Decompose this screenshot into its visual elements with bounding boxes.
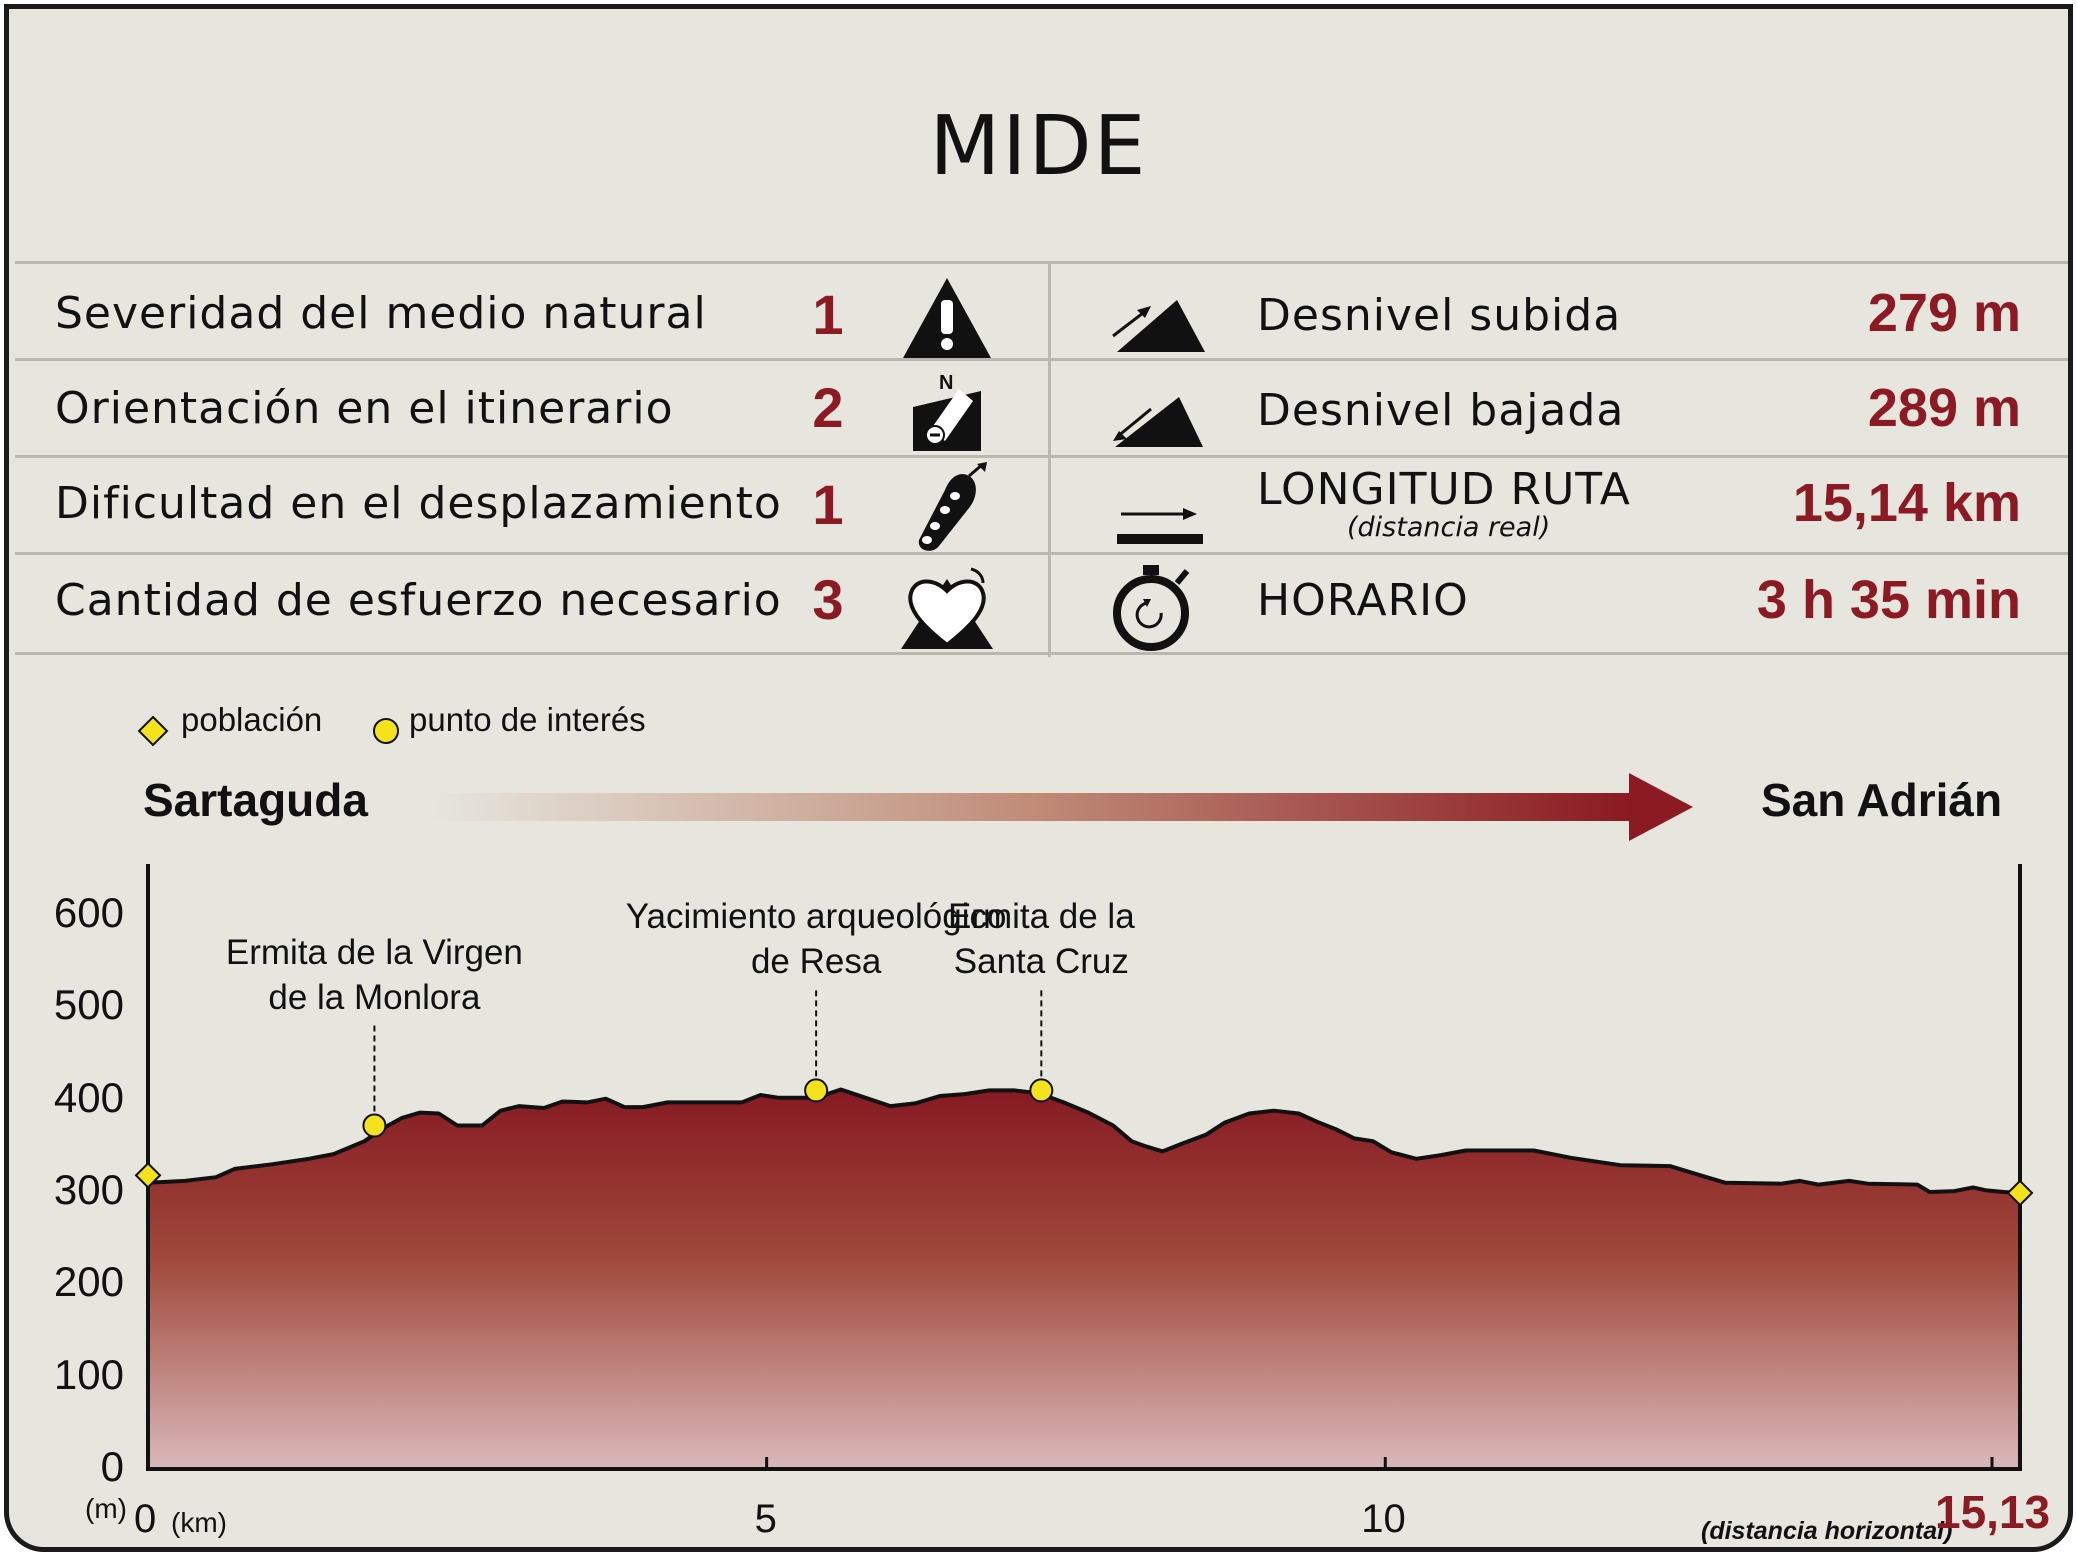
y-tick-label: 400 <box>53 1073 124 1121</box>
x-tick-label: 0 <box>134 1497 157 1541</box>
elevation-profile-chart <box>134 864 2034 1471</box>
stopwatch-icon <box>1113 565 1190 651</box>
end-town-name: San Adrián <box>1761 774 2003 826</box>
table-divider <box>15 358 2068 361</box>
legend-town-label: población <box>181 701 323 738</box>
route-value-time: 3 h 35 min <box>1756 570 2021 630</box>
x-axis-note: (distancia horizontal) <box>1701 1517 1953 1545</box>
orientation-compass-icon: N <box>913 372 981 451</box>
mide-value-severity: 1 <box>812 283 844 346</box>
table-divider <box>15 652 2068 655</box>
table-divider <box>15 455 2068 458</box>
x-tick-label: 5 <box>754 1497 777 1541</box>
y-tick-label: 100 <box>53 1350 124 1398</box>
mide-label-difficulty: Dificultad en el desplazamiento <box>55 478 782 529</box>
route-value-length: 15,14 km <box>1792 473 2021 533</box>
table-row: Severidad del medio natural 1 Desnivel s… <box>15 264 2068 360</box>
mide-label-orientation: Orientación en el itinerario <box>55 383 674 434</box>
elevation-area <box>148 1089 2020 1469</box>
mide-table: Severidad del medio natural 1 Desnivel s… <box>15 261 2068 657</box>
mide-value-effort: 3 <box>812 568 844 631</box>
table-divider <box>15 261 2068 264</box>
poi-marker-icon <box>373 718 399 744</box>
table-row: Cantidad de esfuerzo necesario 3 HORARIO… <box>15 555 2068 651</box>
mide-label-severity: Severidad del medio natural <box>55 288 707 339</box>
route-label-descent: Desnivel bajada <box>1257 385 1625 436</box>
y-axis-unit: (m) <box>85 1493 127 1524</box>
y-tick-label: 500 <box>53 981 124 1029</box>
route-label-ascent: Desnivel subida <box>1257 290 1622 341</box>
table-row: Orientación en el itinerario 2 N Desnive… <box>15 361 2068 457</box>
descent-icon <box>1113 397 1203 447</box>
town-marker <box>2006 1179 2034 1207</box>
route-sublabel-length: (distancia real) <box>1347 512 1551 543</box>
poi-label: Yacimiento arqueológico de Resa <box>625 897 1007 982</box>
poi-marker <box>1029 1078 1054 1103</box>
y-tick-label: 0 <box>100 1443 124 1490</box>
poi-marker <box>362 1113 387 1138</box>
distance-arrow-icon <box>1117 508 1203 544</box>
y-tick-label: 200 <box>53 1258 124 1306</box>
x-axis-end-label: 15,13 <box>1935 1486 2051 1538</box>
footprint-icon <box>918 462 987 551</box>
table-row: Dificultad en el desplazamiento 1 LONGIT… <box>15 458 2068 554</box>
route-label-time: HORARIO <box>1257 575 1469 626</box>
svg-text:N: N <box>939 372 953 394</box>
town-marker <box>134 1161 162 1189</box>
direction-arrow <box>429 773 1693 841</box>
poi-label: Ermita de la Virgen de la Monlora <box>225 932 523 1017</box>
y-tick-label: 300 <box>53 1166 124 1213</box>
table-divider <box>15 552 2068 555</box>
y-tick-label: 600 <box>53 889 124 936</box>
route-label-length: LONGITUD RUTA <box>1257 464 1631 515</box>
elevation-line <box>147 1087 2021 1195</box>
danger-warning-icon <box>903 278 991 358</box>
x-axis-unit: (km) <box>171 1507 227 1538</box>
table-column-divider <box>1048 261 1051 657</box>
ascent-icon <box>1112 300 1205 352</box>
route-value-ascent: 279 m <box>1867 283 2021 343</box>
heart-effort-icon <box>901 567 993 649</box>
mide-card: MIDE Severidad del medio natural 1 Desni… <box>4 4 2073 1552</box>
legend-poi-label: punto de interés <box>409 701 646 738</box>
route-value-descent: 289 m <box>1867 378 2021 438</box>
x-tick-label: 10 <box>1361 1497 1406 1541</box>
mide-value-orientation: 2 <box>812 376 844 439</box>
poi-marker <box>804 1078 829 1103</box>
mide-value-difficulty: 1 <box>812 473 844 536</box>
page-title: MIDE <box>929 99 1148 194</box>
start-town-name: Sartaguda <box>143 774 368 826</box>
poi-label: Ermita de la Santa Cruz <box>947 897 1135 982</box>
town-marker-icon <box>137 715 169 747</box>
mide-label-effort: Cantidad de esfuerzo necesario <box>55 575 782 626</box>
